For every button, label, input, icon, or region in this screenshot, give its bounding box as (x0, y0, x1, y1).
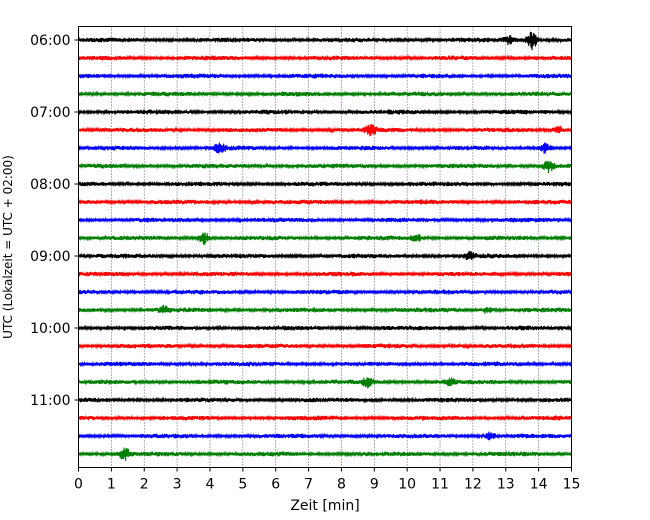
trace-line (77, 142, 573, 154)
x-axis: 0 1 2 3 4 5 6 7 8 9 10 11 12 13 14 15 (74, 467, 581, 493)
trace-line (77, 414, 573, 422)
trace-line (77, 270, 573, 278)
y-axis-label: UTC (Lokalzeit = UTC + 02:00) (1, 155, 15, 339)
x-tick-label: 6 (271, 477, 280, 493)
x-tick-label: 15 (563, 477, 581, 493)
x-tick-label: 10 (398, 477, 416, 493)
x-tick-label: 3 (173, 477, 182, 493)
trace-line (77, 232, 573, 245)
trace-line (77, 288, 573, 296)
y-tick-label: 09:00 (30, 249, 70, 265)
trace-line (77, 198, 573, 206)
y-tick-label: 08:00 (30, 177, 70, 193)
trace-line (77, 304, 573, 314)
x-tick-label: 11 (431, 477, 449, 493)
x-tick-label: 12 (464, 477, 482, 493)
x-tick-label: 8 (337, 477, 346, 493)
trace-line (77, 180, 573, 188)
trace-line (77, 72, 573, 80)
trace-line (77, 324, 573, 332)
x-tick-label: 14 (530, 477, 548, 493)
y-tick-label: 06:00 (30, 33, 70, 49)
y-tick-label: 07:00 (30, 105, 70, 121)
x-tick-label: 13 (497, 477, 515, 493)
trace-line (77, 342, 573, 350)
x-tick-label: 0 (74, 477, 83, 493)
trace-line (77, 124, 573, 137)
trace-line (77, 250, 573, 261)
x-tick-label: 1 (107, 477, 116, 493)
x-tick-label: 5 (238, 477, 247, 493)
trace-line (78, 108, 573, 116)
y-tick-label: 11:00 (30, 393, 70, 409)
trace-line (77, 447, 573, 461)
trace-layer (77, 31, 573, 461)
trace-line (77, 90, 573, 98)
y-axis: 06:00 07:00 08:00 09:00 10:00 11:00 (30, 33, 79, 409)
plot-frame (78, 26, 572, 468)
x-tick-label: 2 (140, 477, 149, 493)
x-tick-label: 9 (370, 477, 379, 493)
trace-line (77, 160, 573, 174)
trace-line (77, 396, 573, 404)
trace-line (77, 431, 573, 441)
trace-line (77, 377, 573, 389)
x-tick-label: 4 (206, 477, 215, 493)
trace-line (77, 216, 573, 224)
trace-line (77, 54, 573, 62)
trace-line (77, 360, 573, 368)
x-axis-label: Zeit [min] (290, 498, 359, 514)
y-tick-label: 10:00 (30, 321, 70, 337)
trace-line (77, 31, 573, 51)
x-tick-label: 7 (304, 477, 313, 493)
